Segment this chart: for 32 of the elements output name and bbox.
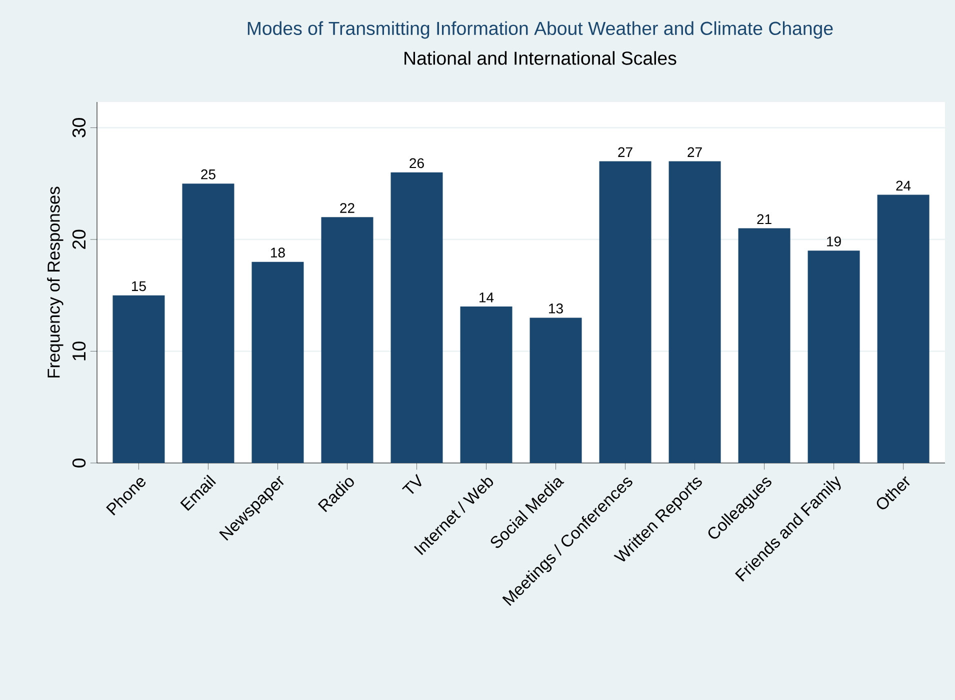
data-label: 27	[688, 147, 702, 157]
y-tick-label: 0	[72, 458, 86, 468]
bar	[668, 161, 721, 463]
bar	[599, 161, 652, 463]
data-label: 22	[340, 203, 354, 213]
bar	[530, 318, 582, 463]
bar	[182, 184, 234, 463]
y-tick-label: 30	[72, 118, 86, 138]
bar	[252, 262, 304, 463]
x-tick-label: TV	[402, 474, 422, 494]
bar	[112, 295, 165, 463]
data-label: 27	[618, 147, 632, 157]
bar	[808, 250, 860, 463]
chart-subtitle: National and International Scales	[404, 51, 676, 65]
bar	[460, 306, 512, 463]
data-label: 24	[896, 180, 911, 190]
bar	[877, 194, 930, 463]
data-label: 14	[480, 292, 494, 302]
data-label: 21	[757, 214, 772, 224]
chart-title: Modes of Transmitting Information About Weather and Climate Change	[248, 21, 833, 39]
y-axis-title: Frequency of Responses	[47, 186, 64, 378]
data-label: 19	[827, 236, 841, 246]
y-tick-label: 20	[72, 230, 86, 249]
y-tick-label: 10	[72, 342, 86, 360]
bar	[321, 217, 374, 463]
data-label: 18	[271, 248, 285, 258]
bar	[738, 228, 790, 463]
bar	[390, 172, 443, 463]
data-label: 13	[549, 304, 563, 314]
data-label: 26	[410, 158, 424, 168]
data-label: 15	[132, 281, 146, 292]
data-label: 25	[201, 169, 216, 180]
